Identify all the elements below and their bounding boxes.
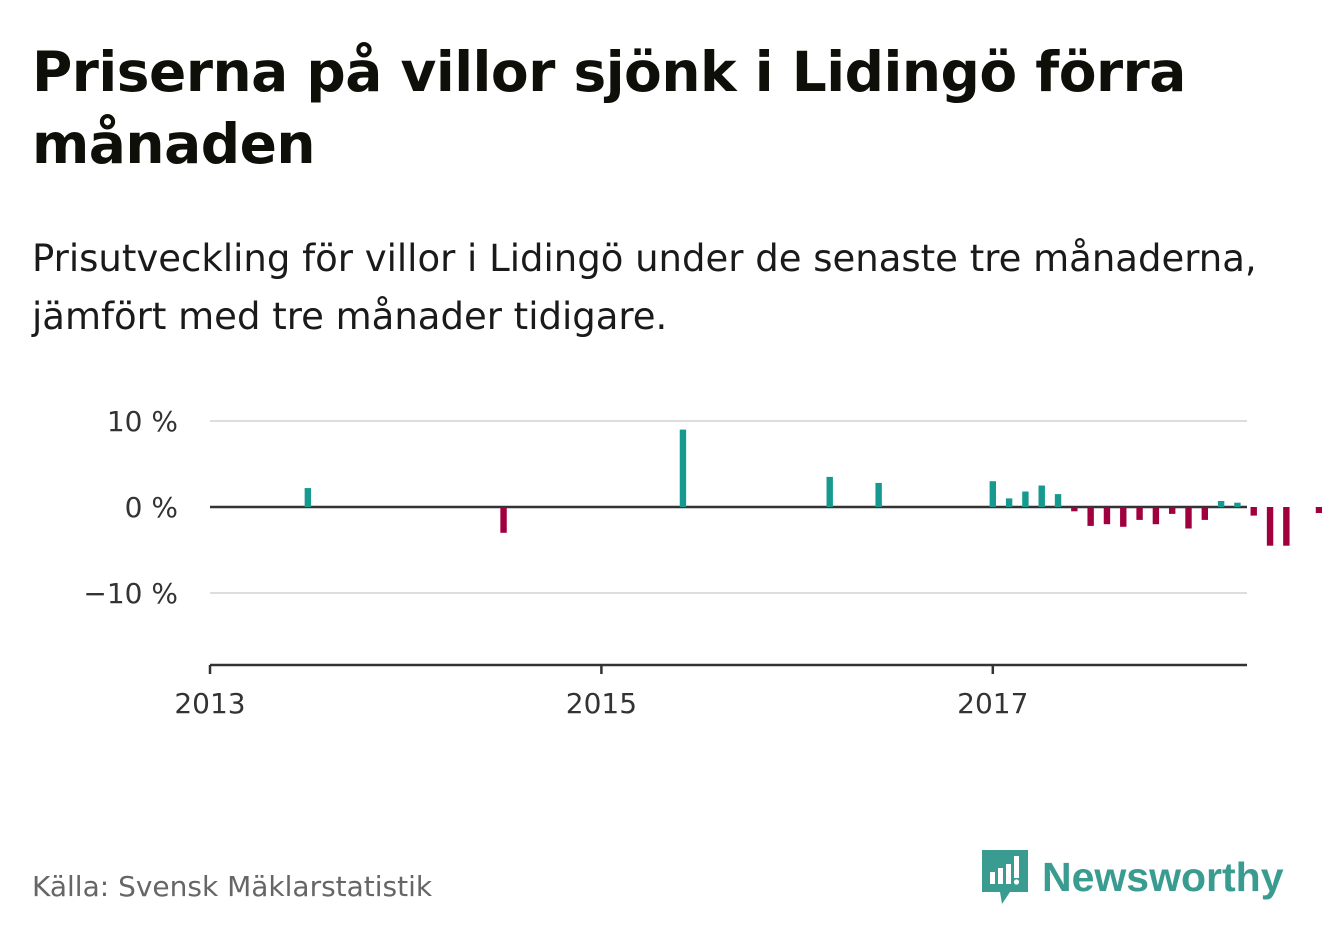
bar [304, 488, 312, 507]
bar [1168, 507, 1176, 514]
bar [500, 507, 507, 533]
bar [1185, 507, 1192, 529]
source-note: Källa: Svensk Mäklarstatistik [32, 870, 433, 903]
bar [1217, 500, 1225, 507]
x-tick-label: 2015 [566, 687, 637, 720]
y-tick-label: −10 % [83, 577, 178, 610]
y-axis-labels: 10 % 0 % −10 % [83, 405, 178, 610]
x-tick-label: 2013 [174, 687, 245, 720]
newsworthy-logo-icon [982, 850, 1028, 904]
x-tick-label: 2017 [957, 687, 1028, 720]
bar [826, 476, 833, 507]
bar [1038, 485, 1045, 507]
bar [875, 482, 882, 507]
bar [1152, 507, 1160, 525]
bar [1071, 507, 1078, 512]
y-tick-label: 10 % [107, 405, 178, 438]
bars [304, 429, 1322, 546]
y-tick-label: 0 % [125, 491, 178, 524]
bar [1315, 507, 1322, 514]
bar [1054, 494, 1062, 507]
bar [989, 481, 996, 507]
bar [1136, 507, 1143, 520]
chart-title: Priserna på villor sjönk i Lidingö förra… [32, 40, 1186, 176]
bar [1120, 507, 1127, 527]
brand-logo: Newsworthy [980, 848, 1284, 906]
bar [1283, 507, 1290, 546]
brand-name: Newsworthy [1042, 853, 1284, 900]
bar [1005, 498, 1013, 507]
bar-chart: 10 %0 %−10 % 201320152017201920212023 −1… [83, 405, 1322, 720]
chart-subtitle: Prisutveckling för villor i Lidingö unde… [32, 237, 1257, 338]
bar [1250, 507, 1257, 516]
x-axis: 201320152017201920212023 [174, 663, 1247, 720]
bar [679, 429, 687, 507]
bar [1022, 491, 1029, 507]
bar [1234, 502, 1241, 507]
bar [1201, 507, 1209, 520]
bar [1266, 507, 1274, 546]
bar [1103, 507, 1111, 525]
bar [1087, 507, 1094, 526]
